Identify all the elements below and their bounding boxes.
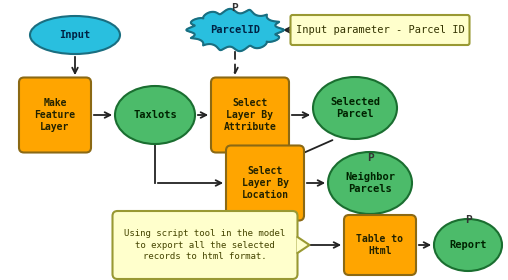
Ellipse shape — [313, 77, 397, 139]
Text: P: P — [367, 153, 373, 163]
Text: Select
Layer By
Location: Select Layer By Location — [241, 165, 289, 200]
Ellipse shape — [115, 86, 195, 144]
Text: Select
Layer By
Attribute: Select Layer By Attribute — [224, 98, 276, 132]
Polygon shape — [298, 237, 309, 253]
FancyBboxPatch shape — [211, 78, 289, 153]
Text: Make
Feature
Layer: Make Feature Layer — [35, 98, 76, 132]
Text: Input parameter - Parcel ID: Input parameter - Parcel ID — [296, 25, 464, 35]
FancyBboxPatch shape — [344, 215, 416, 275]
Text: Selected
Parcel: Selected Parcel — [330, 97, 380, 119]
Text: P: P — [232, 3, 238, 13]
Text: Neighbor
Parcels: Neighbor Parcels — [345, 172, 395, 194]
Text: Input: Input — [59, 30, 90, 40]
FancyBboxPatch shape — [112, 211, 298, 279]
Text: Table to
Html: Table to Html — [357, 234, 403, 256]
Ellipse shape — [30, 16, 120, 54]
Ellipse shape — [328, 152, 412, 214]
Text: P: P — [465, 215, 471, 225]
FancyBboxPatch shape — [19, 78, 91, 153]
Text: Using script tool in the model
to export all the selected
records to html format: Using script tool in the model to export… — [124, 229, 285, 261]
Polygon shape — [186, 9, 283, 51]
Text: Taxlots: Taxlots — [133, 110, 177, 120]
Text: ParcelID: ParcelID — [210, 25, 260, 35]
FancyBboxPatch shape — [226, 146, 304, 221]
Text: Report: Report — [449, 240, 487, 250]
FancyBboxPatch shape — [291, 15, 469, 45]
Ellipse shape — [434, 219, 502, 271]
